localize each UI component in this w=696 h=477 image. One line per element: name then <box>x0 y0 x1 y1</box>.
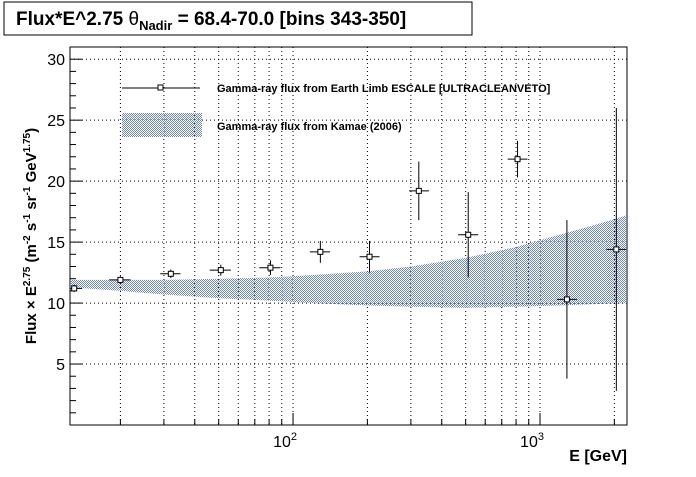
x-tick-label: 103 <box>520 431 544 451</box>
x-axis-label: E [GeV] <box>569 448 627 465</box>
data-marker <box>415 187 422 194</box>
y-tick-label: 30 <box>47 52 65 69</box>
data-point <box>556 220 577 379</box>
data-point <box>309 240 330 263</box>
legend-marker-square <box>157 84 164 91</box>
data-marker <box>563 296 570 303</box>
data-marker <box>317 248 324 255</box>
y-tick-label: 15 <box>47 235 65 252</box>
y-tick-label: 20 <box>47 174 65 191</box>
data-point <box>109 276 131 284</box>
data-point <box>209 264 231 276</box>
data-marker <box>613 246 620 253</box>
kamae-band <box>70 215 627 308</box>
y-tick-label: 25 <box>47 113 65 130</box>
data-point <box>160 269 181 279</box>
legend-label-earth-limb: Gamma-ray flux from Earth Limb ESCALE [U… <box>217 83 551 95</box>
data-marker <box>514 156 521 163</box>
data-point <box>458 192 479 278</box>
data-point <box>359 240 380 273</box>
chart-title: Flux*E^2.75 θNadir = 68.4-70.0 [bins 343… <box>16 9 406 33</box>
data-marker <box>366 253 373 260</box>
data-points-layer <box>70 107 627 391</box>
legend-label-kamae: Gamma-ray flux from Kamae (2006) <box>217 121 402 133</box>
data-point <box>507 140 528 178</box>
data-marker <box>217 267 224 274</box>
y-tick-label: 10 <box>47 296 65 313</box>
kamae-band-layer <box>70 215 627 308</box>
data-point <box>409 161 429 221</box>
legend: Gamma-ray flux from Earth Limb ESCALE [U… <box>122 83 551 137</box>
x-tick-label: 102 <box>273 431 297 451</box>
data-point <box>70 284 83 293</box>
data-point <box>606 107 627 391</box>
data-marker <box>117 276 124 283</box>
data-marker <box>465 231 472 238</box>
data-marker <box>167 270 174 277</box>
plot-frame <box>69 46 628 426</box>
y-tick-label: 5 <box>56 357 65 374</box>
legend-band-swatch <box>122 113 202 137</box>
y-axis-label: Flux × E2.75 (m-2 s-1 sr-1 GeV1.75) <box>22 128 40 344</box>
data-point <box>259 260 281 276</box>
data-marker <box>71 285 78 292</box>
title-box: Flux*E^2.75 θNadir = 68.4-70.0 [bins 343… <box>3 1 473 36</box>
axes: 5 10 15 20 25 30 102 103 <box>47 52 615 451</box>
data-marker <box>267 264 274 271</box>
